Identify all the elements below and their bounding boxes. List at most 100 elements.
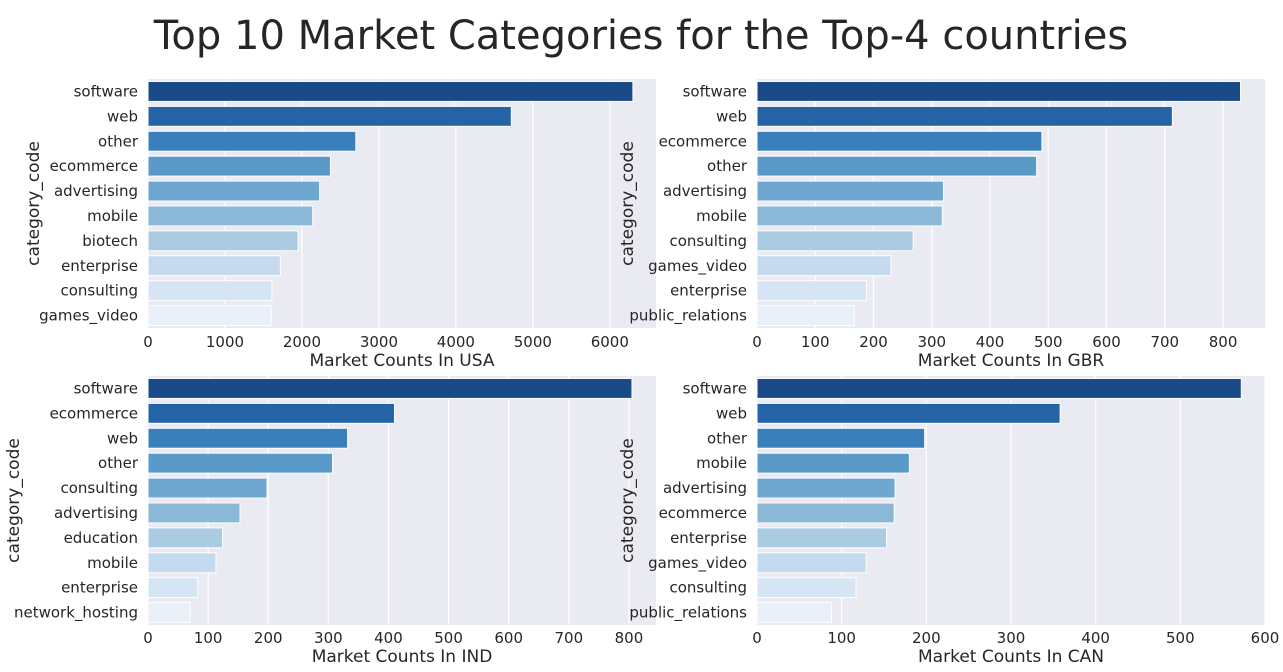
bar-ind-mobile [147, 552, 217, 574]
bar-can-advertising [756, 477, 896, 499]
xtick-label-can-3: 300 [997, 629, 1026, 647]
bar-gbr-ecommerce [756, 130, 1043, 152]
xtick-label-ind-8: 800 [615, 629, 644, 647]
bar-usa-games_video [147, 305, 272, 327]
bar-can-mobile [756, 452, 910, 474]
xtick-label-ind-6: 600 [494, 629, 523, 647]
xtick-label-gbr-0: 0 [752, 333, 762, 351]
bar-ind-enterprise [147, 577, 199, 599]
bar-gbr-web [756, 105, 1173, 127]
ytick-label-can-6: enterprise [670, 529, 747, 547]
panel-ind: software ecommerce web other consulting adver… [4, 376, 656, 667]
ytick-label-ind-0: software [74, 379, 138, 397]
ytick-label-ind-6: education [64, 529, 138, 547]
ytick-label-gbr-1: web [716, 107, 747, 125]
bar-can-public_relations [756, 602, 833, 624]
bar-ind-network_hosting [147, 602, 191, 624]
xtick-label-can-1: 100 [827, 629, 856, 647]
ytick-label-ind-5: advertising [54, 504, 138, 522]
ytick-label-usa-4: advertising [54, 182, 138, 200]
bar-usa-software [147, 80, 634, 102]
bar-can-ecommerce [756, 502, 895, 524]
ytick-label-can-1: web [716, 404, 747, 422]
ytick-label-can-2: other [707, 429, 748, 447]
panel-can: software web other mobile advertising ecommer… [618, 376, 1279, 667]
ytick-label-usa-3: ecommerce [50, 157, 138, 175]
bar-can-games_video [756, 552, 867, 574]
figure-title: Top 10 Market Categories for the Top-4 c… [153, 13, 1128, 59]
xtick-label-usa-4: 4000 [437, 333, 475, 351]
bar-usa-advertising [147, 180, 321, 202]
ytick-label-can-3: mobile [696, 454, 747, 472]
xtick-label-ind-0: 0 [143, 629, 153, 647]
bar-usa-mobile [147, 205, 314, 227]
bar-can-consulting [756, 577, 857, 599]
ytick-label-gbr-5: mobile [696, 207, 747, 225]
bar-ind-software [147, 377, 633, 399]
ytick-label-gbr-4: advertising [663, 182, 747, 200]
bar-ind-advertising [147, 502, 241, 524]
ytick-label-can-5: ecommerce [659, 504, 747, 522]
panel-gbr: software web ecommerce other advertising mobi… [618, 79, 1265, 371]
ytick-label-usa-8: consulting [61, 282, 139, 300]
y-axis-label-gbr: category_code [618, 141, 638, 266]
xtick-label-gbr-6: 600 [1092, 333, 1121, 351]
xtick-label-ind-7: 700 [555, 629, 584, 647]
xtick-label-gbr-1: 100 [801, 333, 830, 351]
xtick-label-ind-4: 400 [374, 629, 403, 647]
ytick-label-can-9: public_relations [629, 604, 747, 623]
x-axis-label-can: Market Counts In CAN [918, 647, 1104, 667]
xtick-label-gbr-8: 800 [1209, 333, 1238, 351]
xtick-label-ind-5: 500 [434, 629, 463, 647]
bar-can-enterprise [756, 527, 888, 549]
xtick-label-gbr-5: 500 [1034, 333, 1063, 351]
bar-gbr-other [756, 155, 1038, 177]
ytick-label-ind-8: enterprise [61, 579, 138, 597]
bar-can-software [756, 377, 1242, 399]
ytick-label-usa-2: other [98, 132, 139, 150]
x-axis-label-usa: Market Counts In USA [310, 351, 495, 371]
xtick-label-ind-1: 100 [194, 629, 223, 647]
y-axis-label-ind: category_code [4, 438, 24, 563]
ytick-label-gbr-8: enterprise [670, 282, 747, 300]
ytick-label-can-7: games_video [648, 554, 747, 573]
bar-usa-consulting [147, 280, 273, 302]
x-axis-label-gbr: Market Counts In GBR [918, 351, 1105, 371]
xtick-label-usa-1: 1000 [206, 333, 244, 351]
ytick-label-can-0: software [683, 379, 747, 397]
ytick-label-gbr-7: games_video [648, 257, 747, 276]
xtick-label-gbr-7: 700 [1150, 333, 1179, 351]
ytick-label-ind-3: other [98, 454, 139, 472]
ytick-label-ind-1: ecommerce [50, 404, 138, 422]
xtick-label-gbr-4: 400 [976, 333, 1005, 351]
bar-gbr-software [756, 80, 1242, 102]
ytick-label-can-4: advertising [663, 479, 747, 497]
bar-ind-education [147, 527, 224, 549]
ytick-label-gbr-0: software [683, 82, 747, 100]
bar-ind-ecommerce [147, 402, 395, 424]
x-axis-label-ind: Market Counts In IND [312, 647, 493, 667]
xtick-label-ind-3: 300 [314, 629, 343, 647]
bar-ind-other [147, 452, 334, 474]
ytick-label-ind-7: mobile [87, 554, 138, 572]
xtick-label-gbr-2: 200 [859, 333, 888, 351]
xtick-label-can-2: 200 [912, 629, 941, 647]
bar-gbr-enterprise [756, 280, 868, 302]
xtick-label-can-5: 500 [1166, 629, 1195, 647]
xtick-label-can-4: 400 [1081, 629, 1110, 647]
bar-usa-enterprise [147, 255, 281, 277]
ytick-label-usa-5: mobile [87, 207, 138, 225]
ytick-label-usa-7: enterprise [61, 257, 138, 275]
xtick-label-usa-3: 3000 [360, 333, 398, 351]
bar-gbr-advertising [756, 180, 944, 202]
ytick-label-usa-6: biotech [82, 232, 138, 250]
bar-can-web [756, 402, 1061, 424]
bar-ind-web [147, 427, 349, 449]
xtick-label-can-0: 0 [752, 629, 762, 647]
ytick-label-ind-4: consulting [61, 479, 139, 497]
bar-gbr-mobile [756, 205, 943, 227]
ytick-label-ind-2: web [107, 429, 138, 447]
bar-usa-biotech [147, 230, 299, 252]
bar-usa-web [147, 105, 512, 127]
